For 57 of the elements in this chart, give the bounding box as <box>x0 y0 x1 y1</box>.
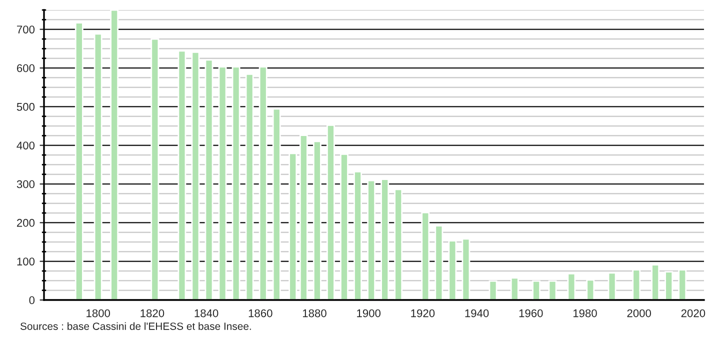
bar <box>462 238 470 300</box>
x-tick-label: 1860 <box>248 309 272 318</box>
bar <box>218 66 227 300</box>
bar <box>204 59 214 300</box>
bar <box>586 279 595 300</box>
y-tick-label: 200 <box>16 218 35 227</box>
x-tick-label: 1920 <box>411 309 435 318</box>
bar <box>110 10 119 300</box>
x-tick-label: 1840 <box>194 309 218 318</box>
x-tick-label: 1880 <box>302 309 326 318</box>
bar <box>367 180 376 300</box>
x-tick-label: 1820 <box>140 309 164 318</box>
bar <box>326 124 335 300</box>
x-tick-label: 1960 <box>519 309 543 318</box>
bar <box>150 38 160 300</box>
bar <box>299 134 308 300</box>
bar <box>312 140 322 300</box>
y-tick-label: 500 <box>16 102 35 111</box>
bar <box>340 154 348 300</box>
bar <box>488 280 498 300</box>
bar <box>380 178 390 300</box>
x-tick-label: 1940 <box>465 309 489 318</box>
bar <box>191 51 200 300</box>
y-tick-label: 400 <box>16 142 35 150</box>
bar <box>434 225 444 300</box>
bar <box>608 272 616 300</box>
x-tick-label: 1800 <box>86 309 110 318</box>
bar <box>74 22 84 300</box>
y-tick-label: 700 <box>17 26 35 34</box>
bar <box>651 264 660 300</box>
bar <box>178 50 186 300</box>
bar <box>258 66 268 300</box>
bar <box>272 108 281 300</box>
y-tick-label: 300 <box>16 180 35 188</box>
y-tick-label: 600 <box>17 64 35 72</box>
bar <box>288 152 298 300</box>
bar <box>548 280 557 300</box>
bar <box>232 66 240 300</box>
y-tick-label: 100 <box>17 258 35 266</box>
bar <box>448 240 457 300</box>
x-tick-label: 2020 <box>681 309 706 318</box>
bar <box>421 212 430 300</box>
y-tick-label: 0 <box>29 296 35 304</box>
source-note: Sources : base Cassini de l'EHESS et base Insee. <box>20 322 251 330</box>
bar <box>532 280 541 300</box>
bar <box>354 170 362 300</box>
bar <box>567 273 576 300</box>
bar <box>664 271 674 300</box>
bar <box>510 277 519 300</box>
bar <box>632 269 641 300</box>
bar <box>678 269 687 300</box>
x-tick-label: 2000 <box>627 309 652 318</box>
bar <box>94 33 102 300</box>
x-tick-label: 1980 <box>573 309 597 318</box>
x-tick-label: 1900 <box>357 309 381 318</box>
bar <box>245 73 254 300</box>
bar <box>394 188 403 300</box>
